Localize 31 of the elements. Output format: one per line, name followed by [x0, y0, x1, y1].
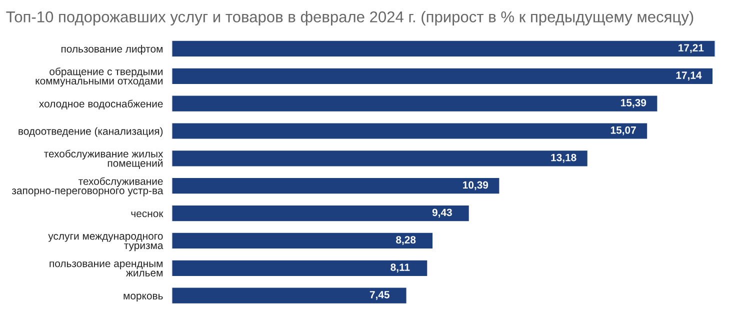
bar [172, 232, 434, 250]
bar [172, 94, 659, 113]
data-label: 7,45 [370, 291, 390, 300]
data-label: 8,28 [396, 236, 416, 246]
bar [172, 204, 470, 222]
y-tick-label: техобслуживание жилых помещений [44, 150, 164, 169]
data-label: 17,21 [678, 44, 704, 54]
bar [172, 286, 408, 305]
y-tick-label: холодное водоснабжение [39, 100, 163, 110]
y-tick-label: услуги международного туризма [48, 234, 164, 252]
bar [172, 149, 589, 168]
bar [172, 40, 716, 58]
bar [172, 176, 501, 196]
y-tick-label: пользование лифтом [61, 44, 163, 55]
data-label: 17,14 [676, 72, 702, 80]
bar [172, 122, 648, 140]
data-label: 13,18 [551, 154, 576, 163]
y-tick-label: техобслуживание запорно-переговорного устр-ва [12, 177, 164, 196]
y-tick-label: водоотведение (канализация) [18, 127, 163, 137]
data-label: 15,07 [610, 126, 636, 136]
data-label: 10,39 [463, 181, 488, 190]
y-tick-label: пользование арендным жильем [50, 261, 163, 277]
data-label: 8,11 [390, 264, 410, 272]
y-tick-label: морковь [124, 294, 163, 302]
data-label: 9,43 [432, 208, 452, 218]
chart-title: Топ-10 подорожавших услуг и товаров в феврале 2024 г. (прирост в % к предыдущему месяцу) [6, 10, 694, 26]
data-label: 15,39 [621, 98, 646, 108]
bar [172, 258, 429, 278]
y-tick-label: чеснок [131, 211, 164, 218]
bar [172, 66, 714, 86]
y-tick-label: обращение с твердыми коммунальными отходами [36, 67, 162, 87]
